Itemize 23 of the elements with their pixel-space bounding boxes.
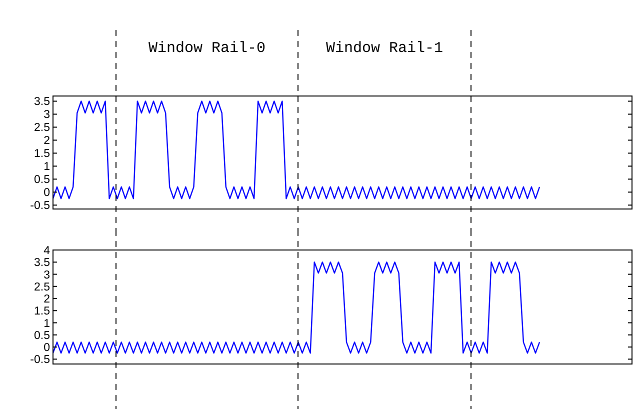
y-tick-label: 1.5: [34, 148, 50, 160]
y-tick-label: 0: [44, 187, 50, 200]
line-series: [52, 262, 540, 354]
y-tick-label: 0: [44, 342, 50, 354]
y-tick-label: 2: [44, 294, 50, 306]
y-tick-label: 0.5: [34, 174, 50, 186]
y-tick-label: 4: [44, 245, 51, 258]
text: Window Rail-1: [326, 40, 444, 57]
y-tick-label: 1: [44, 161, 50, 174]
y-tick-label: 2.5: [34, 281, 50, 294]
y-tick-label: 0.5: [34, 330, 50, 342]
y-tick-label: -0.5: [30, 354, 50, 366]
y-tick-label: 1: [44, 318, 50, 330]
line-series: [52, 100, 540, 200]
text: Window Rail-0: [148, 40, 266, 57]
y-tick-label: 1.5: [34, 306, 50, 318]
y-tick-label: 3: [44, 269, 50, 282]
y-tick-label: 3: [44, 109, 50, 122]
y-tick-label: -0.5: [30, 200, 50, 212]
y-tick-label: 3.5: [34, 96, 50, 108]
y-tick-label: 2: [44, 135, 50, 148]
y-tick-label: 2.5: [34, 122, 50, 134]
y-tick-label: 3.5: [34, 257, 50, 270]
